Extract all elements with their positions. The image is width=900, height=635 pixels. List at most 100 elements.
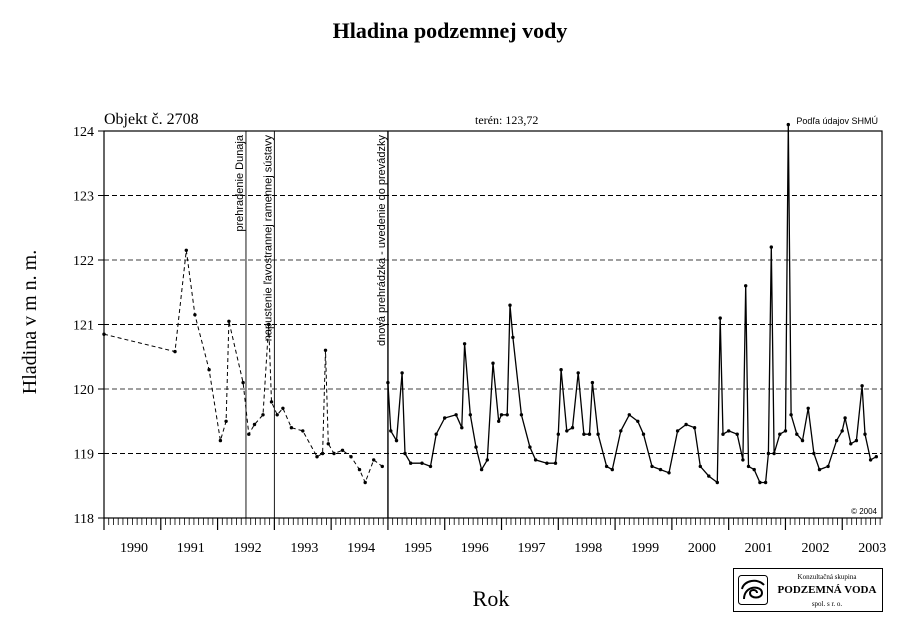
data-point [173,349,177,354]
data-point [193,313,197,317]
data-point [218,438,223,443]
data-point [400,371,404,375]
data-point [553,461,558,465]
data-point [758,480,762,485]
data-point [604,464,609,469]
data-point [778,432,782,436]
data-point [843,416,847,420]
x-tick-label-1997: 1997 [518,541,546,556]
data-point [261,413,265,417]
x-tick-label-2002: 2002 [801,541,829,556]
data-point [499,413,504,417]
data-point [474,445,478,449]
data-point [576,371,580,375]
x-tick-label-2000: 2000 [688,541,716,556]
data-point [741,458,745,462]
data-point [545,461,549,465]
data-point [497,419,501,423]
data-point [570,426,575,430]
data-point [247,432,251,436]
data-point [715,480,719,485]
data-point [786,122,790,127]
data-point [763,480,768,485]
tick-layer: 118 119 120 121 122 123 124 1990 1991 1992 1993 199… [73,125,886,556]
data-point [826,464,830,469]
terrain-label: terén: 123,72 [475,113,538,127]
data-point [854,438,859,443]
data-point [479,467,484,472]
data-point [301,429,305,433]
logo-line-1: Konzultačná skupina [797,573,857,581]
source-label: Podľa údajov SHMÚ [796,116,878,126]
data-point [363,480,367,485]
data-point [849,442,853,446]
data-point [275,413,279,417]
data-point [675,429,680,433]
data-point [269,400,274,404]
data-point [434,432,438,436]
data-point [380,464,384,469]
data-point [667,471,671,475]
data-point [860,384,864,388]
data-point [420,461,424,465]
data-point [511,335,515,340]
y-tick-label-119: 119 [74,448,94,463]
data-point [349,455,353,459]
data-point [587,432,592,436]
x-tick-label-1992: 1992 [234,541,262,556]
event-label-3: dnová prehrádzka - uvedenie do prevádzky [376,135,388,346]
data-point [698,464,702,469]
data-point [519,413,524,417]
data-point [707,474,711,478]
data-point [508,303,512,307]
object-label: Objekt č. 2708 [104,111,199,128]
data-point [332,451,336,456]
data-point [874,455,878,459]
x-tick-label-1993: 1993 [290,541,318,556]
grid-layer [104,194,882,455]
data-point [559,368,563,372]
data-point [735,432,739,436]
data-point [769,245,773,249]
data-point [394,438,399,443]
data-point [766,451,771,456]
data-point [315,455,319,459]
data-point [409,461,413,465]
data-point [627,413,631,417]
data-point [752,467,756,472]
data-point [462,342,467,346]
data-point [528,445,532,449]
data-point [556,432,560,436]
data-point [454,413,458,417]
data-point [357,467,362,472]
data-point [641,432,646,436]
data-point [806,406,810,410]
data-point [582,432,586,436]
x-tick-label-1990: 1990 [120,541,148,556]
data-point [565,429,569,433]
x-tick-label-1995: 1995 [404,541,432,556]
x-tick-label-1991: 1991 [177,541,205,556]
data-point [485,458,489,462]
data-point [252,422,257,427]
data-point [863,432,867,436]
data-point [227,319,231,323]
data-point [326,442,330,446]
data-point [241,380,245,385]
data-point [596,432,600,436]
data-point [491,361,495,365]
x-tick-label-1994: 1994 [347,541,375,556]
x-tick-label-1999: 1999 [631,541,659,556]
x-tick-label-1998: 1998 [574,541,602,556]
data-point [746,464,751,469]
company-logo: Konzultačná skupina PODZEMNÁ VODA spol. … [733,568,883,612]
data-point [403,451,407,456]
event-label-1: prehradenie Dunaja [234,134,246,232]
event-label-2: napustenie ľavostrannej ramennej sústavy [262,135,274,342]
data-point [817,467,822,472]
data-point [207,368,211,372]
data-point [281,406,285,410]
x-tick-label-2003: 2003 [858,541,886,556]
data-point [372,458,376,462]
